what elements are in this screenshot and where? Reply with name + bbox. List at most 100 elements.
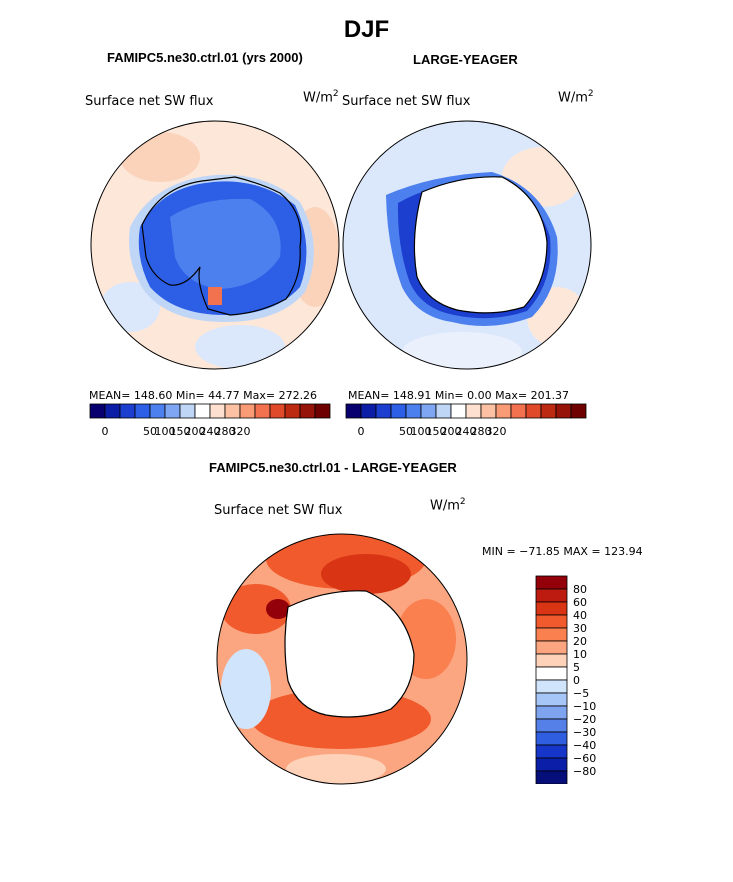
panel1-stats: MEAN= 148.60 Min= 44.77 Max= 272.26 (89, 389, 318, 402)
diff-patch (221, 649, 271, 729)
map-boundary (216, 533, 468, 785)
diff-patch (286, 754, 386, 784)
panel1-units-label: W/m2 (303, 89, 339, 106)
colorbar-tick-label: 0 (358, 425, 365, 438)
panel2-case-title: LARGE-YEAGER (413, 52, 518, 67)
colorbar-box (420, 403, 437, 419)
map-boundary (90, 120, 340, 370)
colorbar-tick-label: 10 (573, 648, 587, 661)
colorbar-box (149, 403, 166, 419)
colorbar-box (525, 403, 542, 419)
ocean-patch (195, 325, 285, 369)
panel3-units-label: W/m2 (430, 497, 466, 514)
colorbar-tick-label: −80 (573, 765, 596, 778)
colorbar-tick-label: 150 (426, 425, 447, 438)
colorbar-tick-label: −40 (573, 739, 596, 752)
colorbar-box (535, 640, 568, 655)
colorbar-box (465, 403, 482, 419)
colorbar-tick-label: 50 (399, 425, 413, 438)
colorbar-box (535, 770, 568, 784)
colorbar-tick-label: 100 (411, 425, 432, 438)
colorbar-box (535, 731, 568, 746)
colorbar-tick-label: 100 (155, 425, 176, 438)
colorbar-tick-label: 60 (573, 596, 587, 609)
colorbar-box (495, 403, 512, 419)
colorbar-box (535, 575, 568, 590)
colorbar-tick-label: 320 (230, 425, 251, 438)
colorbar-tick-label: 5 (573, 661, 580, 674)
colorbar-tick-label: 320 (486, 425, 507, 438)
colorbar-box (535, 627, 568, 642)
colorbar-box (360, 403, 377, 419)
colorbar-box (104, 403, 121, 419)
colorbar-box (535, 653, 568, 668)
colorbar-tick-label: −30 (573, 726, 596, 739)
colorbar-box (535, 614, 568, 629)
ocean-patch (402, 332, 522, 369)
colorbar-tick-label: 200 (185, 425, 206, 438)
colorbar-tick-label: 40 (573, 609, 587, 622)
colorbar-tick-label: 240 (200, 425, 221, 438)
colorbar-tick-label: 20 (573, 635, 587, 648)
colorbar-box (164, 403, 181, 419)
colorbar-box (299, 403, 316, 419)
panel2-units-label: W/m2 (558, 89, 594, 106)
colorbar-box (535, 679, 568, 694)
colorbar-box (345, 403, 362, 419)
panel2-variable-label: Surface net SW flux (342, 94, 471, 109)
diff-patch (221, 584, 291, 634)
colorbar-box (314, 403, 331, 419)
colorbar-tick-label: 0 (102, 425, 109, 438)
colorbar-box (239, 403, 256, 419)
colorbar-box (535, 588, 568, 603)
panel3-case-title: FAMIPC5.ne30.ctrl.01 - LARGE-YEAGER (209, 460, 457, 475)
colorbar-box (570, 403, 587, 419)
colorbar-box (179, 403, 196, 419)
colorbar-tick-label: −5 (573, 687, 589, 700)
colorbar-tick-label: −20 (573, 713, 596, 726)
colorbar-box (535, 744, 568, 759)
colorbar-tick-label: 200 (441, 425, 462, 438)
colorbar-box (269, 403, 286, 419)
panel2-polar-map (342, 120, 592, 370)
colorbar-box (254, 403, 271, 419)
map-boundary (342, 120, 592, 370)
panel3-polar-map (216, 533, 468, 785)
ocean-patch (120, 132, 200, 182)
colorbar-box (540, 403, 557, 419)
colorbar-box (435, 403, 452, 419)
colorbar-box (535, 692, 568, 707)
diff-patch (266, 599, 290, 619)
colorbar-box (89, 403, 106, 419)
colorbar-box (555, 403, 572, 419)
colorbar-tick-label: 280 (215, 425, 236, 438)
colorbar-tick-label: 50 (143, 425, 157, 438)
antarctica-land-mask (284, 590, 415, 718)
colorbar-box (194, 403, 211, 419)
colorbar-box (375, 403, 392, 419)
colorbar-tick-label: 0 (573, 674, 580, 687)
colorbar-box (535, 601, 568, 616)
coastline (141, 176, 302, 316)
colorbar-box (119, 403, 136, 419)
antarctica-land-mask (413, 176, 548, 314)
hot-spot (208, 287, 222, 305)
antarctica-interior (170, 198, 281, 289)
colorbar-tick-label: −60 (573, 752, 596, 765)
colorbar-box (535, 705, 568, 720)
colorbar-tick-label: 80 (573, 583, 587, 596)
colorbar-box (405, 403, 422, 419)
diff-patch (321, 554, 411, 594)
panel3-stats: MIN = −71.85 MAX = 123.94 (482, 545, 643, 558)
colorbar-box (535, 757, 568, 772)
colorbar-tick-label: 280 (471, 425, 492, 438)
panel1-polar-map (90, 120, 340, 370)
page-title: DJF (343, 16, 390, 43)
colorbar-box (450, 403, 467, 419)
panel3-variable-label: Surface net SW flux (214, 503, 343, 518)
colorbar-box (390, 403, 407, 419)
colorbar-tick-label: 150 (170, 425, 191, 438)
